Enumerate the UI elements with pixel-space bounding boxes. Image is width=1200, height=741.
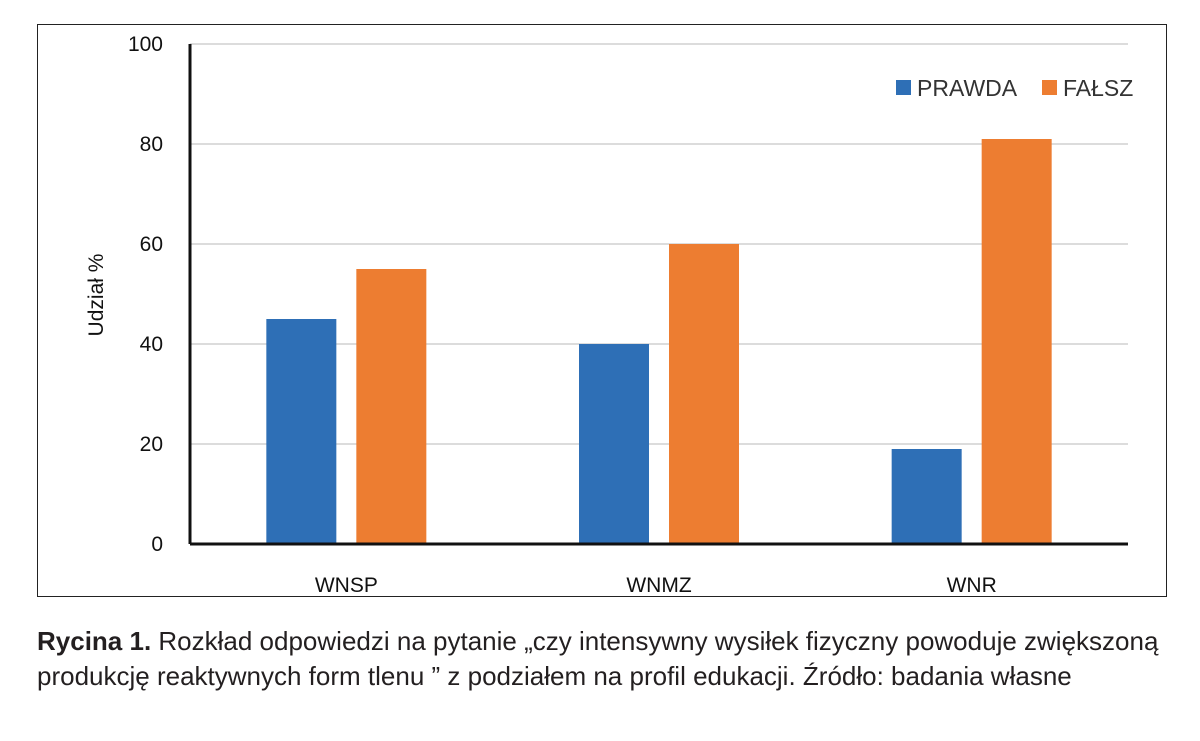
y-tick-label: 100 [128,33,163,56]
y-tick-label: 20 [140,433,163,456]
gridlines [190,43,1128,445]
legend: PRAWDA FAŁSZ [896,75,1133,101]
legend-swatch [1042,80,1057,95]
bar-prawda-wnmz [579,344,649,544]
y-tick-label: 40 [140,333,163,356]
y-tick-labels: 0 20 40 60 80 100 [128,33,163,556]
y-tick-label: 60 [140,233,163,256]
bar-prawda-wnsp [266,319,337,544]
y-tick-label: 0 [151,533,163,556]
bar-prawda-wnr [891,449,962,544]
bar-chart: 0 20 40 60 80 100 WNSP WNMZ WNR PRAWDA FAŁSZ Udz… [85,33,1133,597]
figure-caption: Rycina 1. Rozkład odpowiedzi na pytanie … [37,624,1172,694]
axes [188,44,1128,546]
x-category-label: WNR [947,574,997,597]
y-axis-title: Udział % [85,254,108,337]
bar-falsz-wnr [981,139,1052,544]
bars [266,139,1052,544]
bar-falsz-wnsp [356,269,427,544]
legend-label: PRAWDA [917,75,1018,101]
chart-frame [37,24,1167,597]
legend-label: FAŁSZ [1063,75,1133,101]
caption-label: Rycina 1. [37,626,152,656]
x-category-labels: WNSP WNMZ WNR [315,574,997,597]
bar-falsz-wnmz [669,244,739,544]
y-tick-label: 80 [140,133,163,156]
caption-text: Rozkład odpowiedzi na pytanie „czy inten… [37,626,1159,691]
x-category-label: WNSP [315,574,378,597]
legend-swatch [896,80,911,95]
x-category-label: WNMZ [626,574,691,597]
